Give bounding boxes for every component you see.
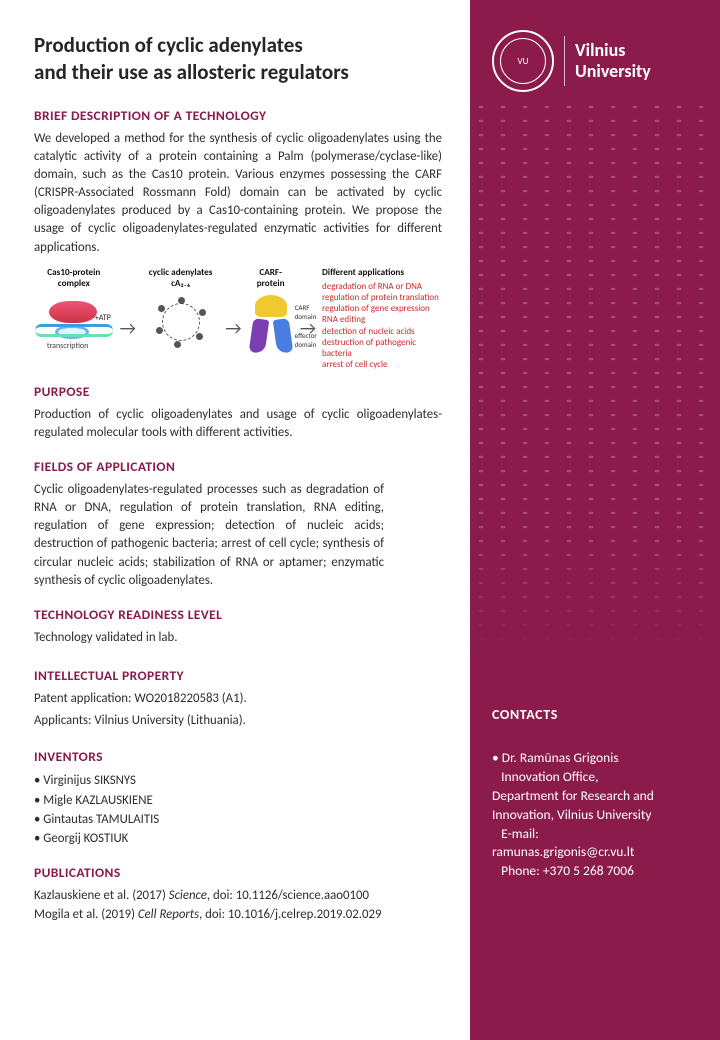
uni-line2: University — [575, 60, 651, 82]
title-line1: Production of cyclic adenylates — [34, 32, 303, 58]
diagram-col-apps: Different applications degradation of RN… — [322, 267, 442, 371]
text-fields: Cyclic oligoadenylates-regulated process… — [34, 481, 384, 590]
page-title: Production of cyclic adenylates and thei… — [34, 32, 442, 87]
seal-text: VU — [518, 56, 529, 67]
sidebar-pattern — [470, 100, 720, 660]
cyclic-graphic — [154, 295, 208, 349]
effector-domain-label: effector domain — [295, 331, 317, 349]
logo-divider — [564, 36, 565, 86]
contact-department: Department for Research and Innovation, … — [492, 787, 702, 825]
diagram-col-cyclic: cyclic adenylates cA₂₋₆ — [142, 267, 219, 349]
contact-phone: Phone: +370 5 268 7006 — [492, 862, 702, 881]
app-item: detection of nucleic acids — [322, 326, 442, 337]
uni-line1: Vilnius — [575, 39, 625, 61]
text-ip2: Applicants: Vilnius University (Lithuani… — [34, 712, 442, 730]
contact-office: Innovation Office, — [492, 768, 702, 787]
pub-journal: Science — [169, 888, 207, 903]
transcription-label: transcription — [47, 341, 89, 351]
diagram-col-cas10: Cas10-protein complex +ATP transcription — [34, 267, 114, 347]
pub-journal: Cell Reports — [138, 907, 199, 922]
heading-purpose: PURPOSE — [34, 383, 442, 400]
university-name: Vilnius University — [575, 40, 651, 81]
publications-block: Kazlauskiene et al. (2017) Science, doi:… — [34, 887, 442, 924]
contacts-block: CONTACTS • Dr. Ramūnas Grigonis Innovati… — [492, 706, 702, 881]
carf-domain-label: CARF domain — [295, 303, 317, 321]
pub-authors: Mogila et al. (2019) — [34, 907, 138, 922]
heading-inventors: INVENTORS — [34, 748, 442, 765]
heading-ip: INTELLECTUAL PROPERTY — [34, 667, 442, 684]
contact-email: ramunas.grigonis@cr.vu.lt — [492, 843, 702, 862]
app-item: regulation of gene expression — [322, 303, 442, 314]
publication-item: Mogila et al. (2019) Cell Reports, doi: … — [34, 906, 442, 925]
heading-trl: TECHNOLOGY READINESS LEVEL — [34, 606, 442, 623]
sidebar: VU Vilnius University CONTACTS • Dr. Ram… — [470, 0, 720, 1040]
app-item: degradation of RNA or DNA — [322, 281, 442, 292]
text-trl: Technology validated in lab. — [34, 629, 442, 647]
inventor-item: Migle KAZLAUSKIENE — [34, 791, 442, 810]
app-item: RNA editing — [322, 314, 442, 325]
contact-email-label: E-mail: — [492, 825, 702, 844]
title-line2: and their use as allosteric regulators — [34, 59, 349, 85]
pub-doi: , doi: 10.1126/science.aao0100 — [207, 888, 369, 903]
carf-graphic: CARF domain effector domain — [249, 295, 293, 353]
app-item: destruction of pathogenic bacteria — [322, 337, 442, 360]
publication-item: Kazlauskiene et al. (2017) Science, doi:… — [34, 887, 442, 906]
text-purpose: Production of cyclic oligoadenylates and… — [34, 406, 442, 442]
university-seal-icon: VU — [492, 30, 554, 92]
inventor-item: Georgij KOSTIUK — [34, 829, 442, 848]
diagram-col-carf: CARF-protein CARF domain effector domain — [248, 267, 294, 353]
app-item: arrest of cell cycle — [322, 359, 442, 370]
cas10-graphic: +ATP transcription — [35, 295, 113, 347]
arrow-icon: → — [225, 317, 241, 339]
heading-brief: BRIEF DESCRIPTION OF A TECHNOLOGY — [34, 107, 442, 124]
applications-list: degradation of RNA or DNA regulation of … — [322, 281, 442, 371]
process-diagram: Cas10-protein complex +ATP transcription… — [34, 267, 442, 367]
heading-publications: PUBLICATIONS — [34, 864, 442, 881]
heading-fields: FIELDS OF APPLICATION — [34, 458, 442, 475]
atp-label: +ATP — [95, 313, 111, 323]
text-ip1: Patent application: WO2018220583 (A1). — [34, 690, 442, 708]
contacts-heading: CONTACTS — [492, 706, 702, 723]
arrow-icon: → — [120, 317, 136, 339]
main-column: Production of cyclic adenylates and thei… — [0, 0, 470, 1040]
pub-authors: Kazlauskiene et al. (2017) — [34, 888, 169, 903]
text-brief: We developed a method for the synthesis … — [34, 130, 442, 257]
diagram-label-cas10: Cas10-protein complex — [34, 267, 114, 289]
diagram-label-carf: CARF-protein — [248, 267, 294, 289]
inventor-item: Virginijus SIKSNYS — [34, 771, 442, 790]
app-item: regulation of protein translation — [322, 292, 442, 303]
diagram-label-cyclic: cyclic adenylates cA₂₋₆ — [142, 267, 219, 289]
inventors-list: Virginijus SIKSNYS Migle KAZLAUSKIENE Gi… — [34, 771, 442, 848]
inventor-item: Gintautas TAMULAITIS — [34, 810, 442, 829]
diagram-label-apps: Different applications — [322, 267, 404, 278]
university-logo: VU Vilnius University — [470, 0, 720, 108]
pub-doi: , doi: 10.1016/j.celrep.2019.02.029 — [199, 907, 381, 922]
contact-name: • Dr. Ramūnas Grigonis — [492, 749, 702, 768]
